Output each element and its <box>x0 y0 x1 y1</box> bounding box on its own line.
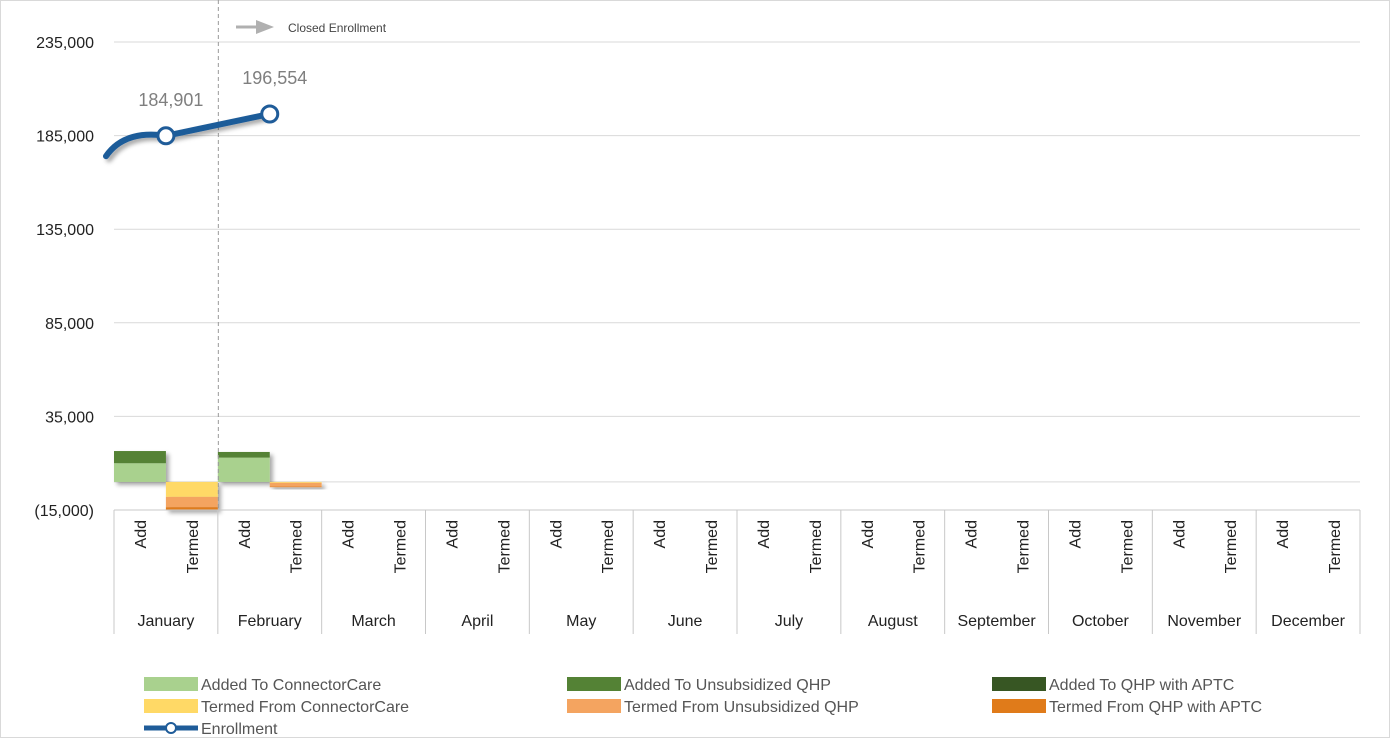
month-label: May <box>566 613 596 630</box>
legend-swatch-termed-from-qhp-with-aptc <box>992 699 1046 713</box>
sub-category-label: Termed <box>704 520 721 573</box>
sub-category-label: Termed <box>1119 520 1136 573</box>
month-label: November <box>1167 613 1241 630</box>
sub-category-label: Add <box>1067 520 1084 548</box>
sub-category-label: Add <box>860 520 877 548</box>
sub-category-label: Add <box>756 520 773 548</box>
bar-added-to-unsubsidized-qhp <box>114 451 166 464</box>
legend: Added To ConnectorCare Added To Unsubsidi… <box>144 677 1262 738</box>
bars <box>114 451 322 510</box>
sub-category-label: Termed <box>393 520 410 573</box>
legend-label: Termed From ConnectorCare <box>201 699 409 716</box>
y-tick-label: 235,000 <box>36 35 94 52</box>
bar-termed-from-connectorcare <box>165 481 218 497</box>
sub-category-label: Termed <box>496 520 513 573</box>
bar-termed-from-connectorcare <box>269 481 322 483</box>
annotation-arrow-head <box>256 20 274 34</box>
bar-added-to-unsubsidized-qhp <box>217 451 270 458</box>
sub-category-label: Termed <box>808 520 825 573</box>
sub-category-label: Add <box>652 520 669 548</box>
sub-category-label: Add <box>1171 520 1188 548</box>
y-tick-label: 85,000 <box>45 316 94 333</box>
sub-category-label: Termed <box>1327 520 1344 573</box>
legend-label: Added To QHP with APTC <box>1049 677 1234 694</box>
sub-category-label: Add <box>1275 520 1292 548</box>
month-label: July <box>775 613 803 630</box>
month-label: September <box>957 613 1036 630</box>
enrollment-point <box>156 126 176 146</box>
sub-category-label: Termed <box>289 520 306 573</box>
bar-stack <box>269 481 322 488</box>
category-axis: Add Termed January Add Termed February Add Term… <box>113 509 1361 634</box>
legend-marker-enrollment <box>165 722 177 734</box>
sub-category-label: Add <box>444 520 461 548</box>
legend-swatch-added-to-unsubsidized-qhp <box>567 677 621 691</box>
bar-stack <box>165 481 218 510</box>
month-label: February <box>238 613 302 630</box>
y-tick-label: (15,000) <box>34 503 94 520</box>
sub-category-label: Add <box>341 520 358 548</box>
sub-category-label: Termed <box>912 520 929 573</box>
bar-termed-from-unsubsidized-qhp <box>165 496 218 508</box>
legend-label: Enrollment <box>201 721 278 738</box>
enrollment-data-label: 196,554 <box>242 68 307 88</box>
bar-stack <box>217 451 270 482</box>
y-tick-label: 135,000 <box>36 222 94 239</box>
month-label: April <box>461 613 493 630</box>
month-label: October <box>1072 613 1130 630</box>
legend-label: Termed From QHP with APTC <box>1049 699 1262 716</box>
sub-category-label: Add <box>548 520 565 548</box>
bar-termed-from-qhp-with-aptc <box>269 486 322 488</box>
month-label: January <box>137 613 194 630</box>
enrollment-data-label: 184,901 <box>138 90 203 110</box>
enrollment-line: 184,901 196,554 <box>103 68 307 160</box>
closed-enrollment-annotation: Closed Enrollment <box>217 0 387 510</box>
legend-swatch-added-to-qhp-with-aptc <box>992 677 1046 691</box>
sub-category-label: Add <box>964 520 981 548</box>
sub-category-label: Add <box>237 520 254 548</box>
month-label: August <box>868 613 918 630</box>
legend-swatch-termed-from-connectorcare <box>144 699 198 713</box>
legend-swatch-termed-from-unsubsidized-qhp <box>567 699 621 713</box>
sub-category-label: Termed <box>1016 520 1033 573</box>
legend-label: Termed From Unsubsidized QHP <box>624 699 859 716</box>
month-label: June <box>668 613 703 630</box>
legend-label: Added To ConnectorCare <box>201 677 381 694</box>
sub-category-label: Termed <box>1223 520 1240 573</box>
bar-added-to-connectorcare <box>114 463 166 482</box>
y-tick-label: 185,000 <box>36 129 94 146</box>
sub-category-label: Add <box>133 520 150 548</box>
legend-label: Added To Unsubsidized QHP <box>624 677 831 694</box>
bar-added-to-connectorcare <box>217 457 270 482</box>
bar-termed-from-unsubsidized-qhp <box>269 482 322 487</box>
bar-termed-from-qhp-with-aptc <box>165 507 218 510</box>
legend-swatch-added-to-connectorcare <box>144 677 198 691</box>
y-tick-label: 35,000 <box>45 409 94 426</box>
sub-category-label: Termed <box>600 520 617 573</box>
y-axis-ticks: 235,000 185,000 135,000 85,000 35,000 (15,000… <box>34 35 94 520</box>
annotation-text: Closed Enrollment <box>288 21 387 35</box>
month-label: March <box>351 613 395 630</box>
sub-category-label: Termed <box>185 520 202 573</box>
enrollment-point <box>260 104 280 124</box>
month-label: December <box>1271 613 1345 630</box>
bar-stack <box>114 451 166 482</box>
